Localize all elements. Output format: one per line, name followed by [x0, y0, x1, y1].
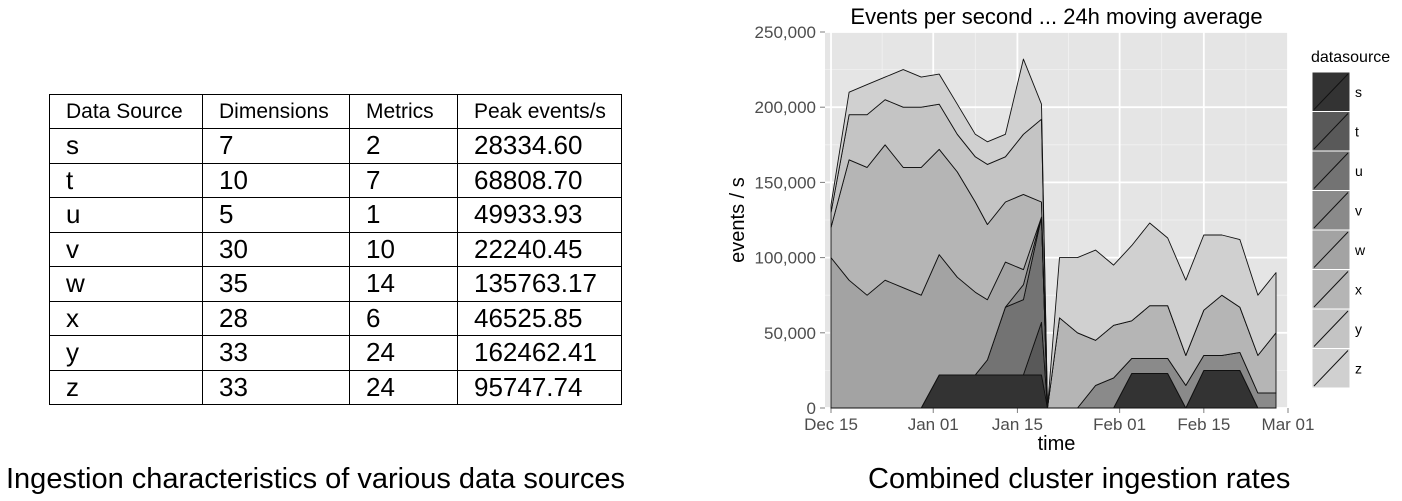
y-tick-label: 100,000	[755, 249, 816, 268]
col-header-data-source: Data Source	[49, 94, 203, 129]
legend-key-line	[1313, 350, 1349, 387]
legend-label-t: t	[1355, 123, 1359, 139]
col-header-dimensions: Dimensions	[202, 94, 350, 129]
cell-peak: 49933.93	[457, 197, 622, 233]
y-tick-label: 250,000	[755, 23, 816, 42]
legend-key-line	[1313, 73, 1349, 110]
legend-key-line	[1313, 231, 1349, 268]
cell-peak: 46525.85	[457, 300, 622, 336]
cell-source: z	[49, 369, 203, 405]
x-tick-label: Jan 15	[992, 415, 1043, 434]
table-header-row: Data Source Dimensions Metrics Peak even…	[49, 94, 622, 129]
cell-dimensions: 5	[202, 197, 350, 233]
legend-key-line	[1313, 192, 1349, 229]
cell-peak: 28334.60	[457, 128, 622, 164]
table-row: y 33 24 162462.41	[49, 335, 622, 371]
table-row: t 10 7 68808.70	[49, 162, 622, 198]
cell-metrics: 7	[349, 162, 458, 198]
cell-source: v	[49, 231, 203, 267]
legend-label-v: v	[1355, 202, 1362, 218]
cell-dimensions: 10	[202, 162, 350, 198]
y-tick-label: 150,000	[755, 173, 816, 192]
y-tick-label: 200,000	[755, 98, 816, 117]
cell-source: x	[49, 300, 203, 336]
cell-dimensions: 33	[202, 369, 350, 405]
table-row: z 33 24 95747.74	[49, 369, 622, 405]
cell-dimensions: 33	[202, 335, 350, 371]
cell-metrics: 10	[349, 231, 458, 267]
table-row: s 7 2 28334.60	[49, 128, 622, 164]
x-axis-title: time	[1038, 433, 1076, 455]
cell-source: t	[49, 162, 203, 198]
legend-label-s: s	[1355, 84, 1362, 100]
cell-peak: 22240.45	[457, 231, 622, 267]
chart-title: Events per second ... 24h moving average	[850, 4, 1262, 29]
x-tick-label: Mar 01	[1262, 415, 1315, 434]
table-row: u 5 1 49933.93	[49, 197, 622, 233]
y-tick-label: 0	[807, 399, 816, 418]
data-source-table: Data Source Dimensions Metrics Peak even…	[49, 94, 622, 405]
x-tick-label: Feb 01	[1093, 415, 1146, 434]
chart-caption: Combined cluster ingestion rates	[868, 463, 1291, 495]
legend-key-line	[1313, 271, 1349, 308]
cell-source: u	[49, 197, 203, 233]
legend-key-line	[1313, 310, 1349, 347]
cell-metrics: 2	[349, 128, 458, 164]
x-tick-label: Jan 01	[908, 415, 959, 434]
x-tick-label: Dec 15	[804, 415, 858, 434]
y-tick-label: 50,000	[764, 324, 816, 343]
table-caption: Ingestion characteristics of various dat…	[6, 463, 625, 495]
y-axis-title: events / s	[727, 177, 749, 263]
legend-key-line	[1313, 152, 1349, 189]
legend-label-y: y	[1355, 321, 1362, 337]
cell-source: y	[49, 335, 203, 371]
area-series-z	[830, 58, 1277, 409]
table-row: v 30 10 22240.45	[49, 231, 622, 267]
table-row: x 28 6 46525.85	[49, 300, 622, 336]
legend-label-u: u	[1355, 163, 1363, 179]
cell-source: w	[49, 266, 203, 302]
cell-metrics: 6	[349, 300, 458, 336]
cell-peak: 95747.74	[457, 369, 622, 405]
legend-label-x: x	[1355, 281, 1362, 297]
cell-peak: 135763.17	[457, 266, 622, 302]
col-header-peak-events: Peak events/s	[457, 94, 622, 129]
legend-title: datasource	[1311, 49, 1390, 66]
x-tick-label: Feb 15	[1177, 415, 1230, 434]
legend-label-z: z	[1355, 360, 1362, 376]
cell-dimensions: 28	[202, 300, 350, 336]
cell-peak: 162462.41	[457, 335, 622, 371]
legend-key-line	[1313, 113, 1349, 150]
legend-label-w: w	[1354, 242, 1366, 258]
cell-dimensions: 30	[202, 231, 350, 267]
